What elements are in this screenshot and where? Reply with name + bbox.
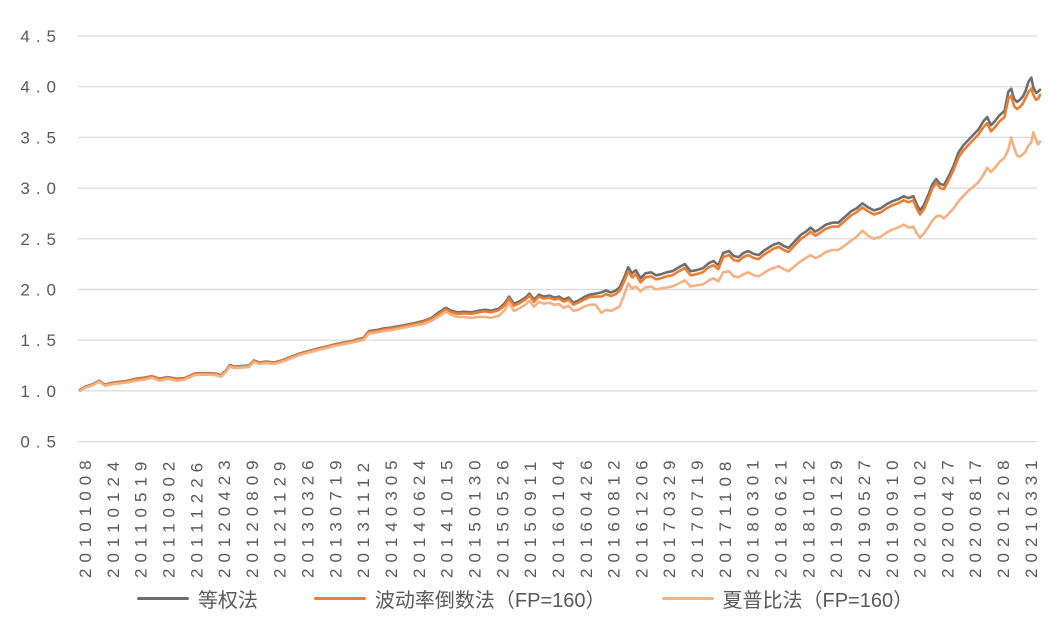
legend-item-equal-weight: 等权法 bbox=[136, 584, 258, 613]
x-tick-label: 20160104 bbox=[549, 454, 568, 578]
legend-label: 等权法 bbox=[197, 590, 258, 612]
x-tick-label: 20150911 bbox=[521, 456, 540, 578]
y-tick-label: 3.0 bbox=[20, 179, 62, 198]
x-tick-label: 20160426 bbox=[577, 454, 596, 578]
legend-label: 波动率倒数法（FP=160） bbox=[374, 590, 606, 612]
legend-line-swatch bbox=[136, 596, 189, 601]
y-tick-label: 3.5 bbox=[20, 128, 62, 147]
y-tick-label: 4.5 bbox=[20, 27, 62, 46]
x-tick-label: 20210331 bbox=[1022, 454, 1041, 578]
x-tick-label: 20200817 bbox=[966, 454, 985, 578]
legend-item-sharpe-ratio: 夏普比法（FP=160） bbox=[661, 584, 914, 613]
x-tick-label: 20190129 bbox=[827, 454, 846, 578]
x-tick-label: 20200427 bbox=[938, 454, 957, 578]
x-tick-label: 20110124 bbox=[104, 456, 123, 578]
x-tick-label: 20110902 bbox=[159, 456, 178, 578]
x-tick-label: 20170329 bbox=[660, 454, 679, 578]
x-tick-label: 20131112 bbox=[354, 457, 373, 578]
x-tick-label: 20150526 bbox=[493, 454, 512, 578]
y-tick-label: 1.5 bbox=[20, 331, 62, 350]
x-tick-label: 20150130 bbox=[465, 454, 484, 578]
x-tick-label: 20140305 bbox=[382, 454, 401, 578]
x-tick-label: 20140624 bbox=[410, 454, 429, 578]
legend-label: 夏普比法（FP=160） bbox=[722, 590, 914, 612]
x-tick-label: 20190527 bbox=[855, 454, 874, 578]
x-tick-label: 20180301 bbox=[744, 454, 763, 578]
x-tick-label: 20180621 bbox=[772, 454, 791, 578]
x-tick-label: 20120809 bbox=[243, 454, 262, 578]
x-tick-label: 20171108 bbox=[716, 456, 735, 578]
y-tick-label: 1.0 bbox=[20, 382, 62, 401]
x-tick-label: 20110519 bbox=[132, 456, 151, 578]
y-tick-label: 2.5 bbox=[20, 230, 62, 249]
series-line-equal-weight bbox=[78, 76, 1042, 392]
x-tick-label: 20141015 bbox=[438, 454, 457, 578]
chart-legend: 等权法 波动率倒数法（FP=160） 夏普比法（FP=160） bbox=[0, 584, 1050, 613]
x-tick-label: 20120423 bbox=[215, 454, 234, 578]
x-tick-label: 20170719 bbox=[688, 454, 707, 578]
series-line-sharpe-ratio bbox=[78, 131, 1042, 393]
x-tick-label: 20190910 bbox=[883, 454, 902, 578]
x-tick-label: 20201208 bbox=[994, 454, 1013, 578]
x-tick-label: 20161206 bbox=[632, 454, 651, 578]
x-tick-label: 20121129 bbox=[271, 456, 290, 578]
x-tick-label: 20200102 bbox=[911, 454, 930, 578]
x-tick-label: 20181012 bbox=[799, 454, 818, 578]
legend-line-swatch bbox=[661, 596, 714, 601]
x-tick-label: 20160812 bbox=[605, 454, 624, 578]
y-tick-label: 4.0 bbox=[20, 78, 62, 97]
y-tick-label: 2.0 bbox=[20, 281, 62, 300]
x-tick-label: 20130326 bbox=[299, 454, 318, 578]
legend-item-inverse-volatility: 波动率倒数法（FP=160） bbox=[313, 584, 606, 613]
x-tick-label: 20130719 bbox=[326, 454, 345, 578]
x-tick-label: 20111226 bbox=[187, 457, 206, 578]
x-tick-label: 20101008 bbox=[76, 454, 95, 578]
y-tick-label: 0.5 bbox=[20, 433, 62, 452]
legend-line-swatch bbox=[313, 596, 366, 601]
series-line-inverse-volatility bbox=[78, 87, 1042, 392]
